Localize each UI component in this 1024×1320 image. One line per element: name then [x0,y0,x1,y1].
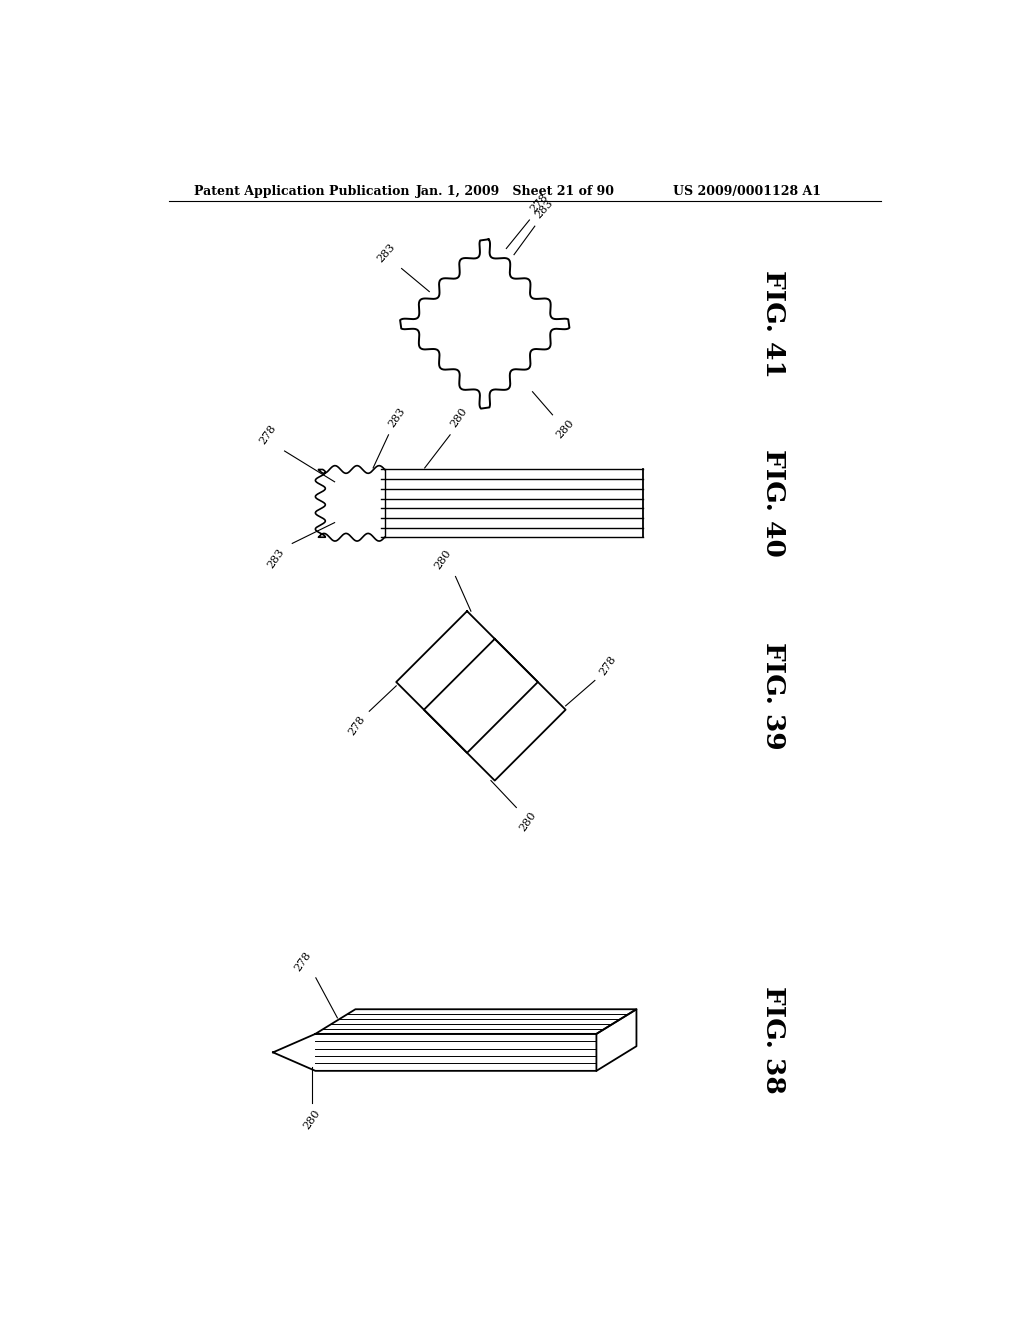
Text: 283: 283 [265,546,286,570]
Text: US 2009/0001128 A1: US 2009/0001128 A1 [674,185,821,198]
Text: 283: 283 [375,242,397,264]
Text: Jan. 1, 2009   Sheet 21 of 90: Jan. 1, 2009 Sheet 21 of 90 [416,185,614,198]
Text: FIG. 38: FIG. 38 [761,986,786,1094]
Text: 280: 280 [554,418,575,441]
Text: 283: 283 [387,407,408,429]
Text: FIG. 40: FIG. 40 [761,449,786,557]
Text: 280: 280 [449,407,469,429]
Text: 278: 278 [346,714,367,738]
Text: 278: 278 [528,193,550,215]
Text: 280: 280 [433,548,454,572]
Text: Patent Application Publication: Patent Application Publication [194,185,410,198]
Text: 278: 278 [293,950,312,973]
Text: 278: 278 [598,655,618,677]
Text: 280: 280 [301,1107,322,1131]
Text: FIG. 41: FIG. 41 [761,271,786,378]
Text: 278: 278 [258,424,279,446]
Text: 283: 283 [534,198,555,220]
Text: 280: 280 [518,810,539,833]
Text: FIG. 39: FIG. 39 [761,642,786,750]
